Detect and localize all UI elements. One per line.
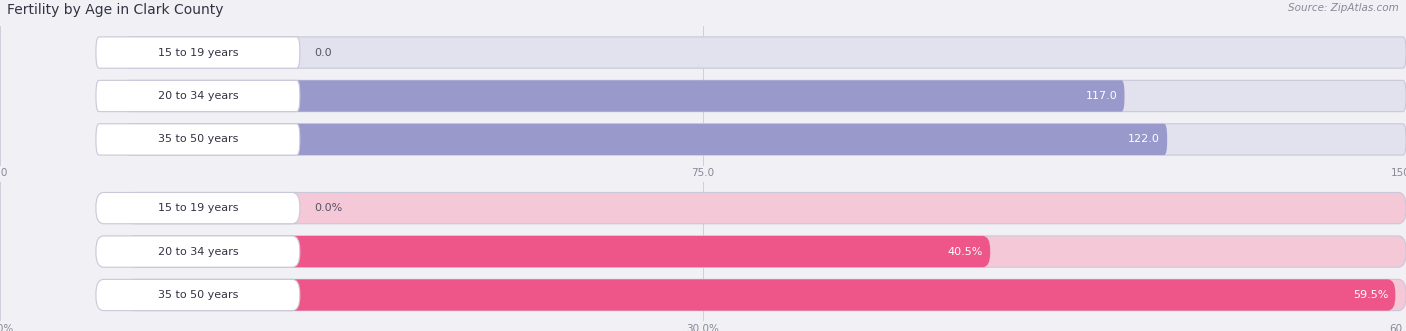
Text: 122.0: 122.0 — [1128, 134, 1160, 144]
FancyBboxPatch shape — [96, 193, 299, 224]
Text: 40.5%: 40.5% — [948, 247, 983, 257]
FancyBboxPatch shape — [96, 279, 299, 310]
Text: 20 to 34 years: 20 to 34 years — [157, 91, 238, 101]
FancyBboxPatch shape — [96, 80, 299, 112]
FancyBboxPatch shape — [127, 80, 1125, 112]
FancyBboxPatch shape — [127, 124, 1167, 155]
Text: 117.0: 117.0 — [1085, 91, 1118, 101]
Text: 0.0: 0.0 — [314, 48, 332, 58]
FancyBboxPatch shape — [96, 37, 299, 68]
Text: 20 to 34 years: 20 to 34 years — [157, 247, 238, 257]
FancyBboxPatch shape — [96, 124, 299, 155]
Text: 15 to 19 years: 15 to 19 years — [157, 203, 238, 213]
FancyBboxPatch shape — [127, 279, 1406, 310]
Text: 35 to 50 years: 35 to 50 years — [157, 134, 238, 144]
FancyBboxPatch shape — [127, 80, 1406, 112]
FancyBboxPatch shape — [127, 37, 1406, 68]
Text: 35 to 50 years: 35 to 50 years — [157, 290, 238, 300]
Text: 59.5%: 59.5% — [1353, 290, 1388, 300]
FancyBboxPatch shape — [127, 236, 990, 267]
FancyBboxPatch shape — [127, 236, 1406, 267]
FancyBboxPatch shape — [127, 124, 1406, 155]
Text: Fertility by Age in Clark County: Fertility by Age in Clark County — [7, 3, 224, 17]
FancyBboxPatch shape — [127, 193, 1406, 224]
FancyBboxPatch shape — [96, 236, 299, 267]
Text: 15 to 19 years: 15 to 19 years — [157, 48, 238, 58]
FancyBboxPatch shape — [127, 279, 1395, 310]
Text: 0.0%: 0.0% — [314, 203, 342, 213]
Text: Source: ZipAtlas.com: Source: ZipAtlas.com — [1288, 3, 1399, 13]
